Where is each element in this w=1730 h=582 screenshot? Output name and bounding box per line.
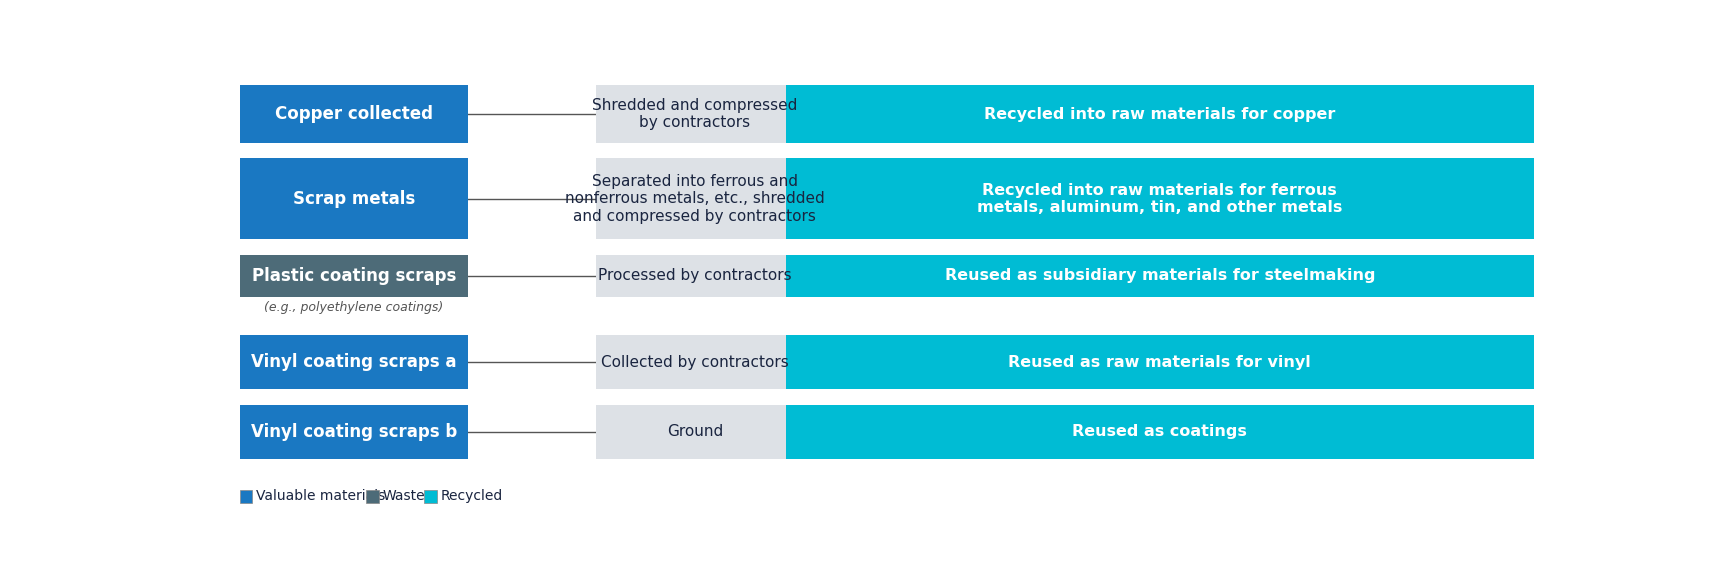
Text: Vinyl coating scraps a: Vinyl coating scraps a	[251, 353, 457, 371]
FancyBboxPatch shape	[785, 255, 1535, 297]
FancyBboxPatch shape	[597, 255, 794, 297]
Text: Reused as subsidiary materials for steelmaking: Reused as subsidiary materials for steel…	[945, 268, 1375, 283]
Text: Reused as coatings: Reused as coatings	[1073, 424, 1247, 439]
FancyBboxPatch shape	[424, 490, 436, 503]
FancyBboxPatch shape	[785, 85, 1535, 143]
Text: Ground: Ground	[666, 424, 723, 439]
Text: Collected by contractors: Collected by contractors	[600, 355, 789, 370]
Text: Processed by contractors: Processed by contractors	[599, 268, 792, 283]
FancyBboxPatch shape	[597, 85, 794, 143]
Text: Reused as raw materials for vinyl: Reused as raw materials for vinyl	[1009, 355, 1311, 370]
FancyBboxPatch shape	[597, 335, 794, 389]
FancyBboxPatch shape	[367, 490, 379, 503]
Text: Recycled: Recycled	[441, 489, 503, 503]
FancyBboxPatch shape	[597, 158, 794, 239]
Text: Scrap metals: Scrap metals	[292, 190, 415, 208]
Text: (e.g., polyethylene coatings): (e.g., polyethylene coatings)	[265, 300, 443, 314]
Text: Plastic coating scraps: Plastic coating scraps	[251, 267, 457, 285]
FancyBboxPatch shape	[785, 405, 1535, 459]
FancyBboxPatch shape	[785, 158, 1535, 239]
Text: Valuable materials: Valuable materials	[256, 489, 386, 503]
FancyBboxPatch shape	[239, 255, 469, 297]
FancyBboxPatch shape	[785, 335, 1535, 389]
Text: Recycled into raw materials for copper: Recycled into raw materials for copper	[984, 107, 1336, 122]
Text: Vinyl coating scraps b: Vinyl coating scraps b	[251, 423, 457, 441]
FancyBboxPatch shape	[239, 335, 469, 389]
Text: Waste: Waste	[382, 489, 426, 503]
Text: Separated into ferrous and
nonferrous metals, etc., shredded
and compressed by c: Separated into ferrous and nonferrous me…	[566, 174, 825, 223]
FancyBboxPatch shape	[239, 405, 469, 459]
FancyBboxPatch shape	[239, 490, 253, 503]
FancyBboxPatch shape	[239, 158, 469, 239]
FancyBboxPatch shape	[597, 405, 794, 459]
FancyBboxPatch shape	[239, 85, 469, 143]
Text: Copper collected: Copper collected	[275, 105, 432, 123]
Text: Recycled into raw materials for ferrous
metals, aluminum, tin, and other metals: Recycled into raw materials for ferrous …	[977, 183, 1342, 215]
Text: Shredded and compressed
by contractors: Shredded and compressed by contractors	[592, 98, 798, 130]
